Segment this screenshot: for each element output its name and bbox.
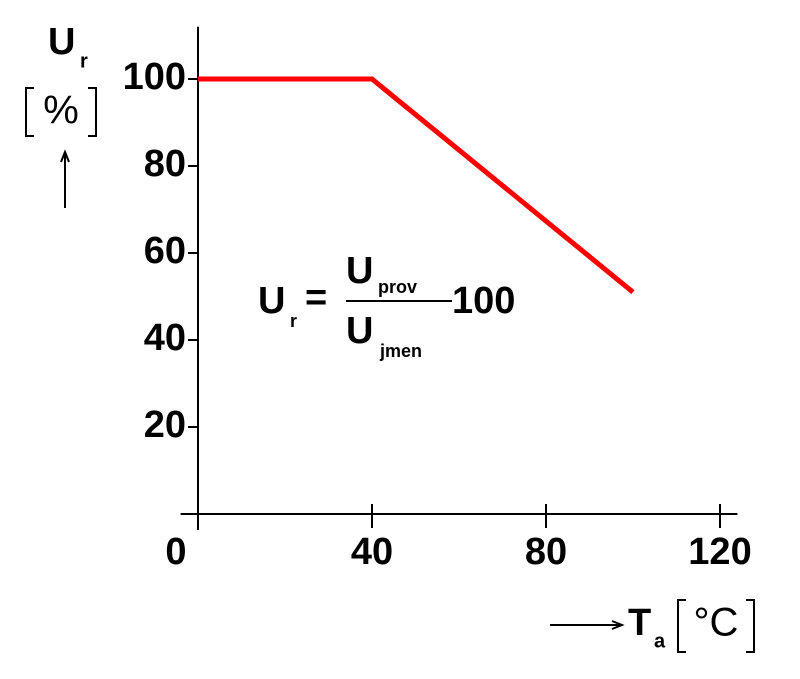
y-tick-label: 60 bbox=[144, 230, 186, 272]
x-unit-brackets bbox=[677, 599, 755, 653]
x-label-unit: °C bbox=[694, 601, 739, 645]
formula-den: U bbox=[346, 310, 373, 352]
y-label-subscript: r bbox=[80, 50, 88, 72]
y-label-unit: % bbox=[43, 89, 79, 133]
y-label-symbol: U bbox=[48, 21, 75, 63]
formula-num-sub: prov bbox=[378, 277, 417, 297]
data-line bbox=[198, 76, 635, 295]
x-tick-label: 120 bbox=[688, 531, 751, 573]
formula-den-sub: jmen bbox=[379, 341, 422, 361]
formula-lhs-sub: r bbox=[290, 311, 297, 331]
x-arrow bbox=[550, 620, 625, 630]
y-unit-brackets bbox=[25, 87, 97, 137]
y-tick-label: 80 bbox=[144, 143, 186, 185]
formula-factor: 100 bbox=[452, 280, 515, 322]
x-tick-label: 80 bbox=[525, 531, 567, 573]
x-label-symbol: T bbox=[628, 602, 651, 644]
y-tick-label: 20 bbox=[144, 404, 186, 446]
formula-eq: = bbox=[305, 277, 327, 319]
y-arrow bbox=[60, 149, 70, 208]
y-tick-label: 100 bbox=[123, 56, 186, 98]
x-tick-label: 0 bbox=[165, 531, 186, 573]
formula-lhs: U bbox=[258, 280, 285, 322]
y-tick-label: 40 bbox=[144, 317, 186, 359]
x-tick-label: 40 bbox=[351, 531, 393, 573]
formula-num: U bbox=[346, 250, 373, 292]
x-label-subscript: a bbox=[654, 630, 666, 652]
